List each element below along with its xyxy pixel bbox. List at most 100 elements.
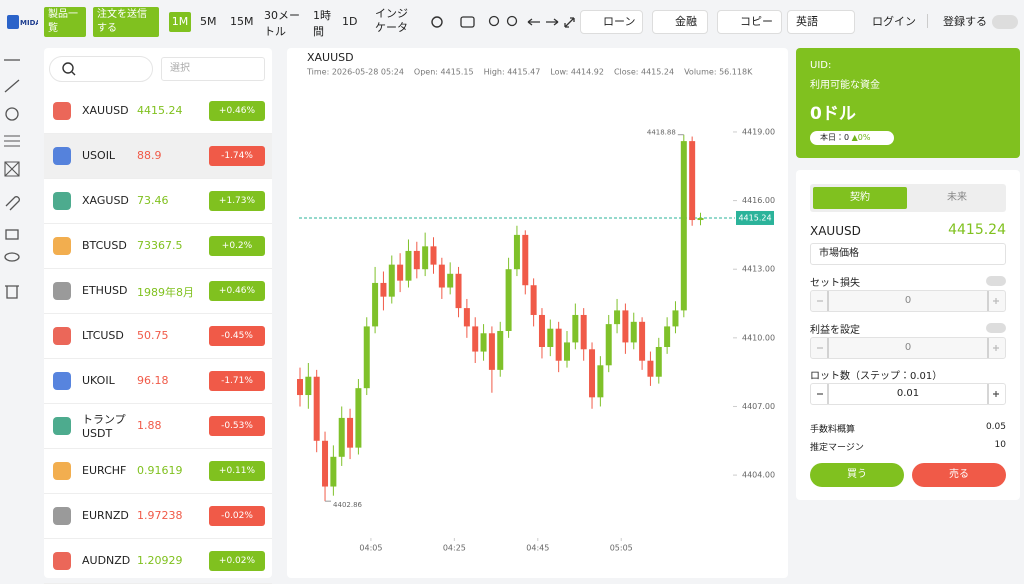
symbol-price: 73.46 <box>137 194 169 207</box>
today-label: 本日：0 <box>820 133 850 142</box>
symbol-icon <box>53 462 71 480</box>
symbol-row[interactable]: XAUUSD 4415.24 +0.46% <box>44 89 272 134</box>
timeframe-button[interactable]: 30メートル <box>264 9 300 38</box>
language-select[interactable]: 英語 <box>787 10 855 34</box>
settings-icon[interactable] <box>431 16 443 28</box>
symbol-name: XAUUSD <box>82 104 129 117</box>
chart-title: XAUUSD <box>307 51 354 64</box>
left-icon[interactable] <box>527 18 540 26</box>
symbol-row[interactable]: EURNZD 1.97238 -0.02% <box>44 494 272 539</box>
y-tick-label: 4407.00 <box>742 402 775 411</box>
candle-body <box>463 308 470 327</box>
symbol-price: 1989年8月 <box>137 286 194 299</box>
symbol-row[interactable]: USOIL 88.9 -1.74% <box>44 134 272 179</box>
timeframe-button[interactable]: 5M <box>200 15 217 28</box>
products-button[interactable]: 製品一覧 <box>44 7 86 37</box>
send-order-button[interactable]: 注文を送信する <box>93 7 159 37</box>
candle-body <box>622 310 629 343</box>
candle-body <box>680 141 687 311</box>
contract-tab[interactable]: 契約 <box>813 187 907 209</box>
symbol-row[interactable]: ETHUSD 1989年8月 +0.46% <box>44 269 272 314</box>
tool-trend[interactable] <box>4 79 20 93</box>
buy-button[interactable]: 買う <box>810 463 904 487</box>
timeframe-button[interactable]: 1D <box>342 15 358 28</box>
candle-body <box>564 342 570 361</box>
take-profit-input[interactable]: 0 <box>810 337 1006 359</box>
symbol-icon <box>53 192 71 210</box>
symbol-name: BTCUSD <box>82 239 127 252</box>
symbol-name: トランプ USDT <box>82 413 126 440</box>
change-pill: +0.46% <box>209 281 265 301</box>
theme-toggle[interactable] <box>992 15 1018 29</box>
y-tick-label: 4416.00 <box>742 196 775 205</box>
finance-button[interactable]: 金融 <box>652 10 708 34</box>
tool-eye[interactable] <box>4 252 20 262</box>
candle-body <box>313 376 320 441</box>
margin-value: 10 <box>994 440 1006 450</box>
candle-body <box>589 349 596 398</box>
symbol-row[interactable]: LTCUSD 50.75 -0.45% <box>44 314 272 359</box>
candle-body <box>363 326 370 389</box>
lots-input[interactable]: 0.01 <box>810 383 1006 405</box>
candle-body <box>347 417 354 448</box>
indicator-button[interactable]: インジケータ <box>375 7 408 34</box>
symbol-row[interactable]: トランプ USDT 1.88 -0.53% <box>44 404 272 449</box>
login-link[interactable]: ログイン <box>872 15 916 28</box>
symbol-row[interactable]: UKOIL 96.18 -1.71% <box>44 359 272 404</box>
candle-body <box>689 141 696 221</box>
stop-loss-input[interactable]: 0 <box>810 290 1006 312</box>
change-pill: -0.02% <box>209 506 265 526</box>
right-icon[interactable] <box>546 18 559 26</box>
symbol-row[interactable]: EURCHF 0.91619 +0.11% <box>44 449 272 494</box>
margin-label: 推定マージン <box>810 443 864 453</box>
candle-body <box>530 285 537 315</box>
stop-loss-toggle[interactable] <box>986 276 1006 286</box>
zoom-out-icon[interactable] <box>506 15 518 27</box>
tool-lock[interactable] <box>5 229 19 240</box>
loan-button[interactable]: ローン <box>580 10 643 34</box>
candle-body <box>472 326 479 352</box>
candle-body <box>422 246 429 270</box>
tool-magnet[interactable] <box>5 196 20 211</box>
timeframe-button[interactable]: 15M <box>230 15 254 28</box>
candle-body <box>522 234 529 286</box>
timeframe-button[interactable]: 1時間 <box>313 9 331 38</box>
symbol-row[interactable]: BTCUSD 73367.5 +0.2% <box>44 224 272 269</box>
logo[interactable]: MIDA <box>6 12 41 34</box>
order-type-select[interactable]: 市場価格 <box>810 243 1006 265</box>
tool-trash[interactable] <box>5 285 19 299</box>
symbol-row[interactable]: XAGUSD 73.46 +1.73% <box>44 179 272 224</box>
today-pill: 本日：0 ▲0% <box>810 131 894 145</box>
candle-body <box>413 250 420 270</box>
symbol-row[interactable]: AUDNZD 1.20929 +0.02% <box>44 539 272 584</box>
y-tick-label: 4404.00 <box>742 471 775 480</box>
tool-pattern[interactable] <box>4 161 20 177</box>
symbol-price: 96.18 <box>137 374 169 387</box>
expand-icon[interactable] <box>564 17 575 28</box>
future-tab[interactable]: 未来 <box>947 192 967 203</box>
order-panel: 契約 未来 XAUUSD 4415.24 市場価格 セット損失 0 利益を設定 … <box>796 170 1020 500</box>
tool-circle[interactable] <box>5 107 19 121</box>
symbol-price: 73367.5 <box>137 239 183 252</box>
sell-button[interactable]: 売る <box>912 463 1006 487</box>
search-box[interactable] <box>49 56 153 82</box>
camera-icon[interactable] <box>460 16 475 28</box>
symbol-price: 50.75 <box>137 329 169 342</box>
change-pill: -1.71% <box>209 371 265 391</box>
lots-label: ロット数（ステップ：0.01） <box>810 371 943 382</box>
candle-body <box>614 310 621 325</box>
take-profit-toggle[interactable] <box>986 323 1006 333</box>
copy-button[interactable]: コピー <box>717 10 782 34</box>
search-icon <box>62 62 76 76</box>
candle-body <box>447 273 454 288</box>
candle-body <box>380 282 387 297</box>
chart-panel: XAUUSD Time: 2026-05-28 05:24 Open: 4415.… <box>287 48 788 578</box>
change-pill: +0.11% <box>209 461 265 481</box>
zoom-in-icon[interactable] <box>488 15 500 27</box>
filter-select[interactable]: 選択 <box>161 57 265 81</box>
register-link[interactable]: 登録する <box>943 15 987 28</box>
timeframe-button[interactable]: 1M <box>169 12 191 32</box>
symbol-name: EURCHF <box>82 464 127 477</box>
ohlc-info: Open: 4415.15 <box>414 68 474 77</box>
tool-fib[interactable] <box>4 135 20 147</box>
